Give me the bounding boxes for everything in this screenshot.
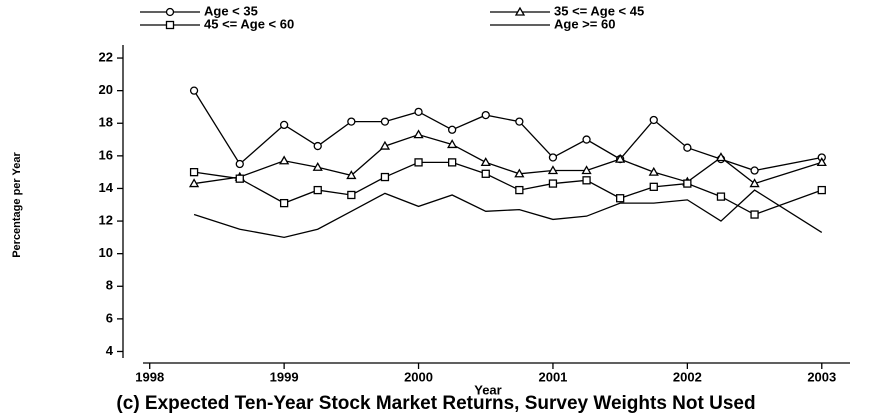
marker <box>480 157 491 167</box>
marker <box>279 120 289 130</box>
marker <box>279 198 289 208</box>
marker <box>380 172 390 182</box>
marker <box>447 158 457 167</box>
y-tick-label: 22 <box>99 49 113 64</box>
marker <box>683 179 692 188</box>
marker <box>648 166 659 176</box>
y-tick-label: 20 <box>99 82 113 97</box>
x-tick-label: 2001 <box>538 369 567 384</box>
legend-label: Age < 35 <box>204 3 258 18</box>
marker <box>235 174 244 183</box>
x-axis-label: Year <box>474 382 501 397</box>
legend-label: Age >= 60 <box>554 16 615 31</box>
y-tick-label: 18 <box>99 115 113 130</box>
marker <box>816 157 827 167</box>
marker <box>312 161 323 171</box>
marker <box>683 143 692 152</box>
series-line <box>193 161 822 216</box>
marker <box>715 152 727 162</box>
marker <box>313 141 322 151</box>
y-tick-label: 16 <box>99 147 113 162</box>
y-tick-label: 4 <box>106 343 114 358</box>
marker <box>649 115 658 125</box>
marker <box>413 129 424 139</box>
marker <box>447 139 458 149</box>
marker <box>548 153 558 162</box>
y-tick-label: 14 <box>99 180 114 195</box>
marker <box>616 194 625 203</box>
marker <box>188 178 200 188</box>
legend-label: 45 <= Age < 60 <box>204 16 294 31</box>
marker <box>582 135 591 144</box>
marker <box>716 192 726 201</box>
y-tick-label: 8 <box>106 278 113 293</box>
marker <box>235 159 244 169</box>
marker <box>547 165 559 175</box>
legend-label: 35 <= Age < 45 <box>554 3 644 18</box>
series-line <box>193 189 823 239</box>
marker <box>347 190 356 200</box>
marker <box>447 125 457 134</box>
marker <box>750 210 759 219</box>
y-tick-label: 10 <box>99 245 113 260</box>
marker <box>514 6 526 16</box>
series-line <box>193 133 822 185</box>
chart-title: (c) Expected Ten-Year Stock Market Retur… <box>116 393 755 414</box>
y-tick-label: 12 <box>99 213 113 228</box>
marker <box>581 165 592 175</box>
marker <box>346 170 357 180</box>
y-axis-label: Percentage per Year <box>11 151 23 257</box>
marker <box>515 185 524 195</box>
marker <box>749 178 760 188</box>
marker <box>189 86 199 95</box>
marker <box>481 169 490 178</box>
marker <box>481 110 490 120</box>
marker <box>165 7 175 17</box>
marker <box>380 117 390 126</box>
x-tick-label: 2002 <box>673 369 702 384</box>
x-tick-label: 2000 <box>404 369 433 384</box>
marker <box>817 185 826 195</box>
x-tick-label: 1999 <box>270 369 299 384</box>
marker <box>379 140 391 150</box>
marker <box>548 179 558 188</box>
marker <box>414 107 423 116</box>
marker <box>514 168 525 178</box>
marker <box>313 185 322 195</box>
marker <box>649 182 658 191</box>
marker <box>615 153 626 163</box>
x-tick-label: 1998 <box>135 369 164 384</box>
marker <box>750 166 759 175</box>
y-tick-label: 6 <box>106 310 113 325</box>
marker <box>515 117 524 126</box>
series-line <box>193 90 822 172</box>
marker <box>279 155 290 165</box>
marker <box>582 176 591 185</box>
marker <box>189 168 199 177</box>
marker <box>414 158 423 167</box>
x-tick-label: 2003 <box>807 369 836 384</box>
marker <box>165 20 175 30</box>
marker <box>347 117 356 126</box>
